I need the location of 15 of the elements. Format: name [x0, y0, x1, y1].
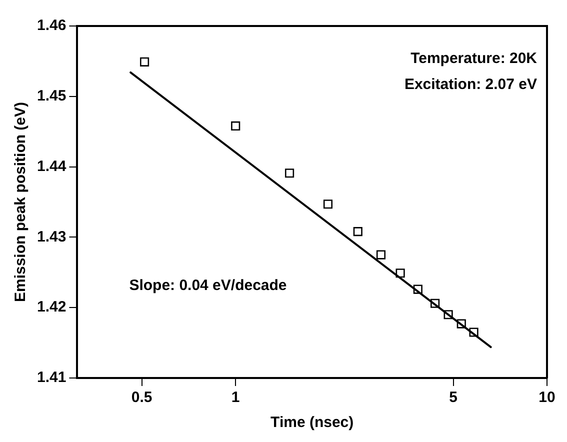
y-tick-label: 1.41: [36, 369, 66, 386]
y-tick-label: 1.46: [36, 17, 66, 34]
x-tick-label: 5: [449, 389, 458, 406]
y-axis-title: Emission peak position (eV): [12, 102, 30, 302]
annotation: Excitation: 2.07 eV: [404, 76, 537, 94]
x-axis-title: Time (nsec): [270, 414, 354, 432]
y-tick-label: 1.43: [36, 228, 66, 246]
x-tick-label: 0.5: [131, 389, 152, 406]
x-tick-label: 10: [538, 389, 556, 406]
annotation: Temperature: 20K: [410, 50, 538, 68]
annotation: Slope: 0.04 eV/decade: [129, 277, 287, 294]
y-tick-label: 1.45: [36, 88, 66, 105]
y-tick-label: 1.44: [36, 158, 67, 175]
y-tick-label: 1.42: [36, 298, 66, 316]
x-tick-label: 1: [231, 389, 240, 406]
